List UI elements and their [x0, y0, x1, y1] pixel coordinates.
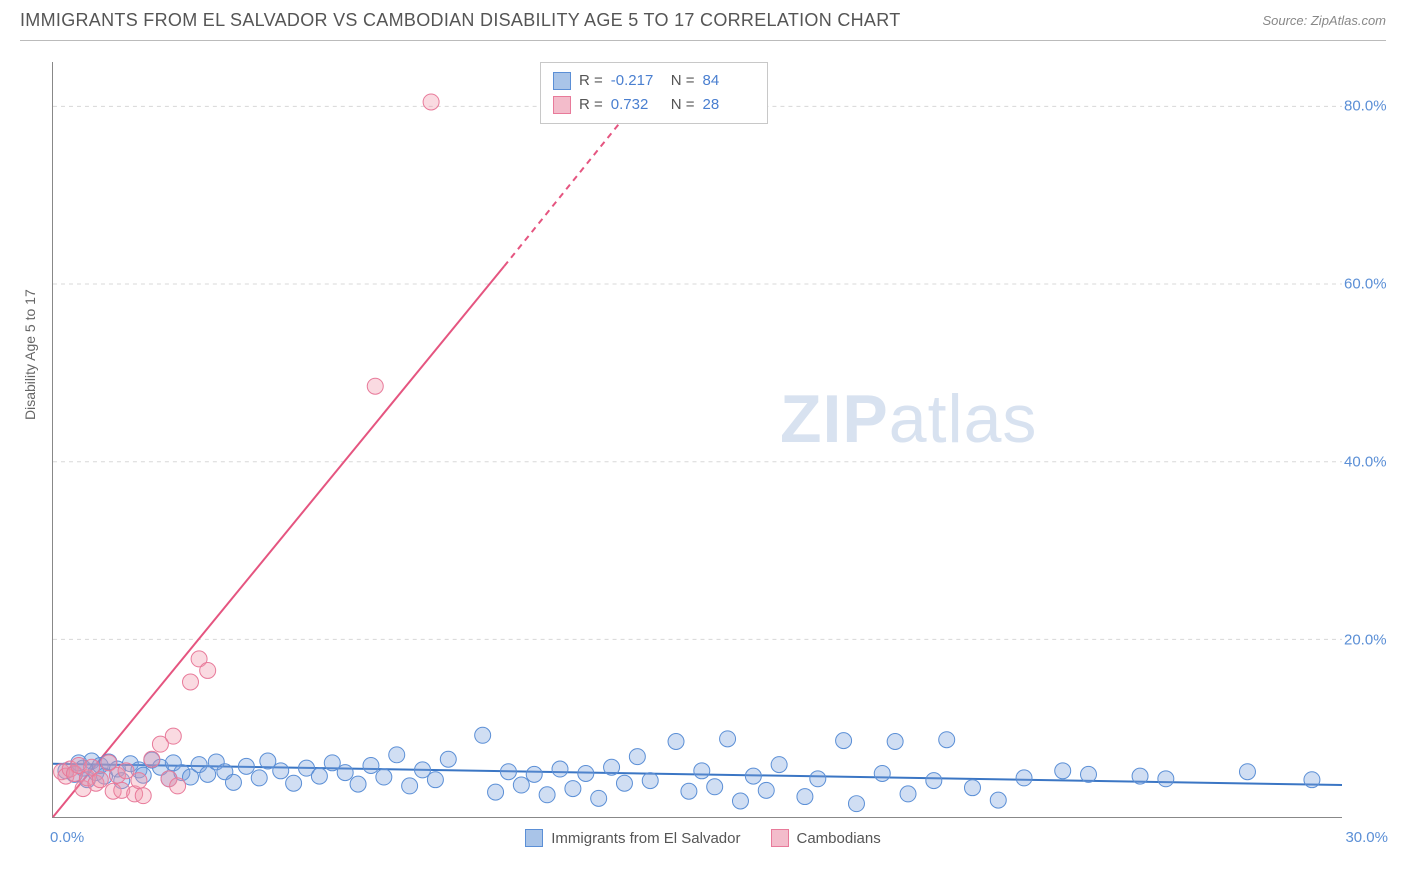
source-attribution: Source: ZipAtlas.com	[1262, 13, 1386, 28]
r-label: R =	[579, 69, 603, 93]
plot-area: 20.0%40.0%60.0%80.0%	[52, 62, 1342, 818]
correlation-stats-box: R = -0.217 N = 84 R = 0.732 N = 28	[540, 62, 768, 124]
header-divider	[20, 40, 1386, 41]
y-tick-label: 60.0%	[1344, 276, 1404, 293]
y-tick-label: 80.0%	[1344, 98, 1404, 115]
legend-swatch-series2	[771, 829, 789, 847]
stats-swatch-series2	[553, 96, 571, 114]
stats-row: R = 0.732 N = 28	[553, 93, 755, 117]
chart-title: IMMIGRANTS FROM EL SALVADOR VS CAMBODIAN…	[20, 10, 901, 31]
y-axis-label: Disability Age 5 to 17	[22, 289, 38, 420]
n-value: 28	[703, 93, 755, 117]
stats-swatch-series1	[553, 72, 571, 90]
n-label: N =	[671, 69, 695, 93]
r-value: 0.732	[611, 93, 663, 117]
legend-swatch-series1	[525, 829, 543, 847]
legend: Immigrants from El Salvador Cambodians	[0, 829, 1406, 847]
n-label: N =	[671, 93, 695, 117]
r-value: -0.217	[611, 69, 663, 93]
legend-label-series2: Cambodians	[797, 830, 881, 847]
r-label: R =	[579, 93, 603, 117]
legend-item-series2: Cambodians	[771, 829, 881, 847]
legend-item-series1: Immigrants from El Salvador	[525, 829, 740, 847]
legend-label-series1: Immigrants from El Salvador	[551, 830, 740, 847]
y-tick-label: 40.0%	[1344, 454, 1404, 471]
n-value: 84	[703, 69, 755, 93]
stats-row: R = -0.217 N = 84	[553, 69, 755, 93]
header-bar: IMMIGRANTS FROM EL SALVADOR VS CAMBODIAN…	[20, 10, 1386, 31]
y-tick-label: 20.0%	[1344, 632, 1404, 649]
chart-svg	[53, 62, 1342, 817]
